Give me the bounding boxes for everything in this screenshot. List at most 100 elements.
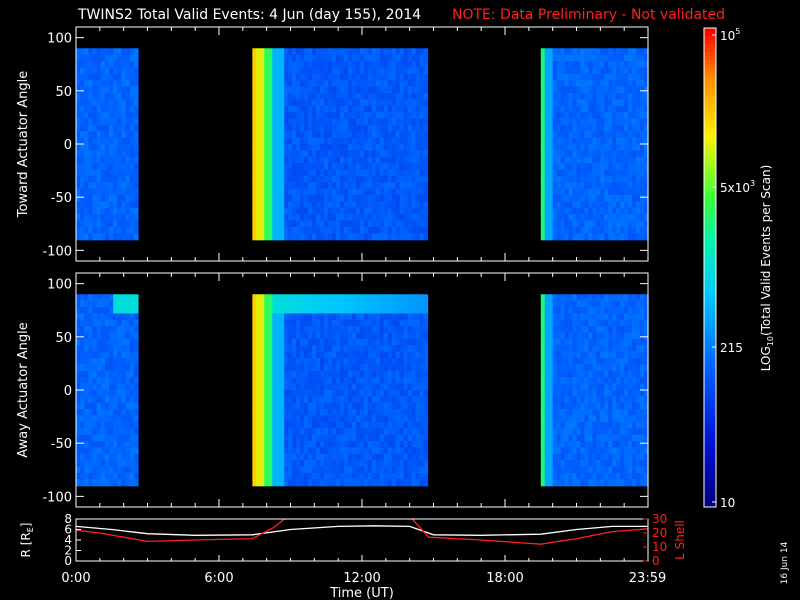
heatmap-cell <box>556 92 562 100</box>
heatmap-cell <box>624 67 629 75</box>
heatmap-cell <box>616 163 621 171</box>
heatmap-cell <box>296 307 301 315</box>
heatmap-cell <box>76 460 81 468</box>
heatmap-cell <box>383 150 389 158</box>
heatmap-cell <box>564 207 570 215</box>
heatmap-cell <box>264 182 269 190</box>
heatmap-cell <box>328 175 333 183</box>
heatmap-cell <box>600 48 605 56</box>
heatmap-cell <box>580 67 586 75</box>
heatmap-cell <box>84 61 89 69</box>
heatmap-cell <box>568 332 574 340</box>
heatmap-cell <box>604 156 609 164</box>
heatmap-cell <box>387 99 393 107</box>
heatmap-cell <box>379 131 385 139</box>
heatmap-cell <box>80 370 85 378</box>
heatmap-cell <box>355 415 361 423</box>
heatmap-cell <box>572 377 578 385</box>
heatmap-cell <box>328 300 333 308</box>
heatmap-cell <box>608 479 613 487</box>
heatmap-cell <box>100 447 106 455</box>
heatmap-cell <box>612 300 617 308</box>
heatmap-cell <box>84 370 89 378</box>
heatmap-cell <box>608 377 613 385</box>
heatmap-cell <box>363 226 369 234</box>
heatmap-cell <box>335 472 341 480</box>
heatmap-cell <box>556 226 562 234</box>
heatmap-cell <box>540 428 546 436</box>
heatmap-cell <box>125 118 131 126</box>
heatmap-cell <box>92 300 98 308</box>
heatmap-cell <box>260 472 265 480</box>
heatmap-cell <box>260 370 265 378</box>
heatmap-cell <box>324 144 329 151</box>
heatmap-cell <box>84 466 89 474</box>
heatmap-cell <box>268 92 273 100</box>
heatmap-cell <box>125 163 131 171</box>
heatmap-cell <box>264 137 269 145</box>
heatmap-cell <box>552 472 558 480</box>
heatmap-cell <box>88 358 94 366</box>
heatmap-cell <box>552 294 558 302</box>
heatmap-cell <box>339 402 345 410</box>
heatmap-cell <box>343 131 349 139</box>
heatmap-cell <box>391 131 397 139</box>
heatmap-cell <box>125 319 131 327</box>
heatmap-cell <box>264 105 269 113</box>
heatmap-cell <box>568 169 574 177</box>
heatmap-cell <box>423 99 429 107</box>
heatmap-cell <box>399 396 405 404</box>
heatmap-cell <box>568 214 574 222</box>
heatmap-cell <box>312 472 317 480</box>
heatmap-cell <box>347 233 353 241</box>
heatmap-cell <box>312 220 317 228</box>
heatmap-cell <box>395 233 401 241</box>
heatmap-cell <box>640 188 645 196</box>
heatmap-cell <box>367 144 373 151</box>
heatmap-cell <box>604 383 609 391</box>
heatmap-cell <box>117 220 123 228</box>
heatmap-cell <box>339 300 345 308</box>
heatmap-cell <box>88 118 94 126</box>
heatmap-cell <box>320 156 325 164</box>
heatmap-cell <box>264 396 269 404</box>
heatmap-cell <box>320 86 325 94</box>
heatmap-cell <box>268 86 273 94</box>
heatmap-cell <box>423 195 429 203</box>
heatmap-cell <box>121 73 127 81</box>
heatmap-cell <box>280 421 285 429</box>
heatmap-cell <box>560 175 566 183</box>
heatmap-cell <box>125 434 131 442</box>
heatmap-cell <box>331 195 337 203</box>
heatmap-cell <box>300 409 305 417</box>
heatmap-cell <box>367 453 373 461</box>
heatmap-cell <box>415 144 421 151</box>
heatmap-cell <box>580 118 586 126</box>
heatmap-cell <box>129 195 135 203</box>
heatmap-cell <box>592 124 597 132</box>
heatmap-cell <box>121 338 127 346</box>
heatmap-cell <box>351 105 357 113</box>
heatmap-cell <box>596 338 601 346</box>
heatmap-cell <box>399 233 405 241</box>
heatmap-cell <box>624 73 629 81</box>
heatmap-cell <box>335 182 341 190</box>
heatmap-cell <box>117 300 123 308</box>
heatmap-cell <box>351 460 357 468</box>
heatmap-cell <box>552 169 558 177</box>
heatmap-cell <box>280 326 285 334</box>
heatmap-cell <box>564 220 570 228</box>
heatmap-cell <box>331 131 337 139</box>
heatmap-cell <box>351 409 357 417</box>
heatmap-cell <box>129 105 135 113</box>
heatmap-cell <box>316 131 321 139</box>
heatmap-cell <box>272 137 277 145</box>
heatmap-cell <box>129 377 135 385</box>
heatmap-cell <box>324 447 329 455</box>
heatmap-cell <box>343 319 349 327</box>
heatmap-cell <box>540 226 546 234</box>
heatmap-cell <box>560 150 566 158</box>
heatmap-cell <box>355 383 361 391</box>
heatmap-cell <box>576 144 582 151</box>
heatmap-cell <box>331 86 337 94</box>
